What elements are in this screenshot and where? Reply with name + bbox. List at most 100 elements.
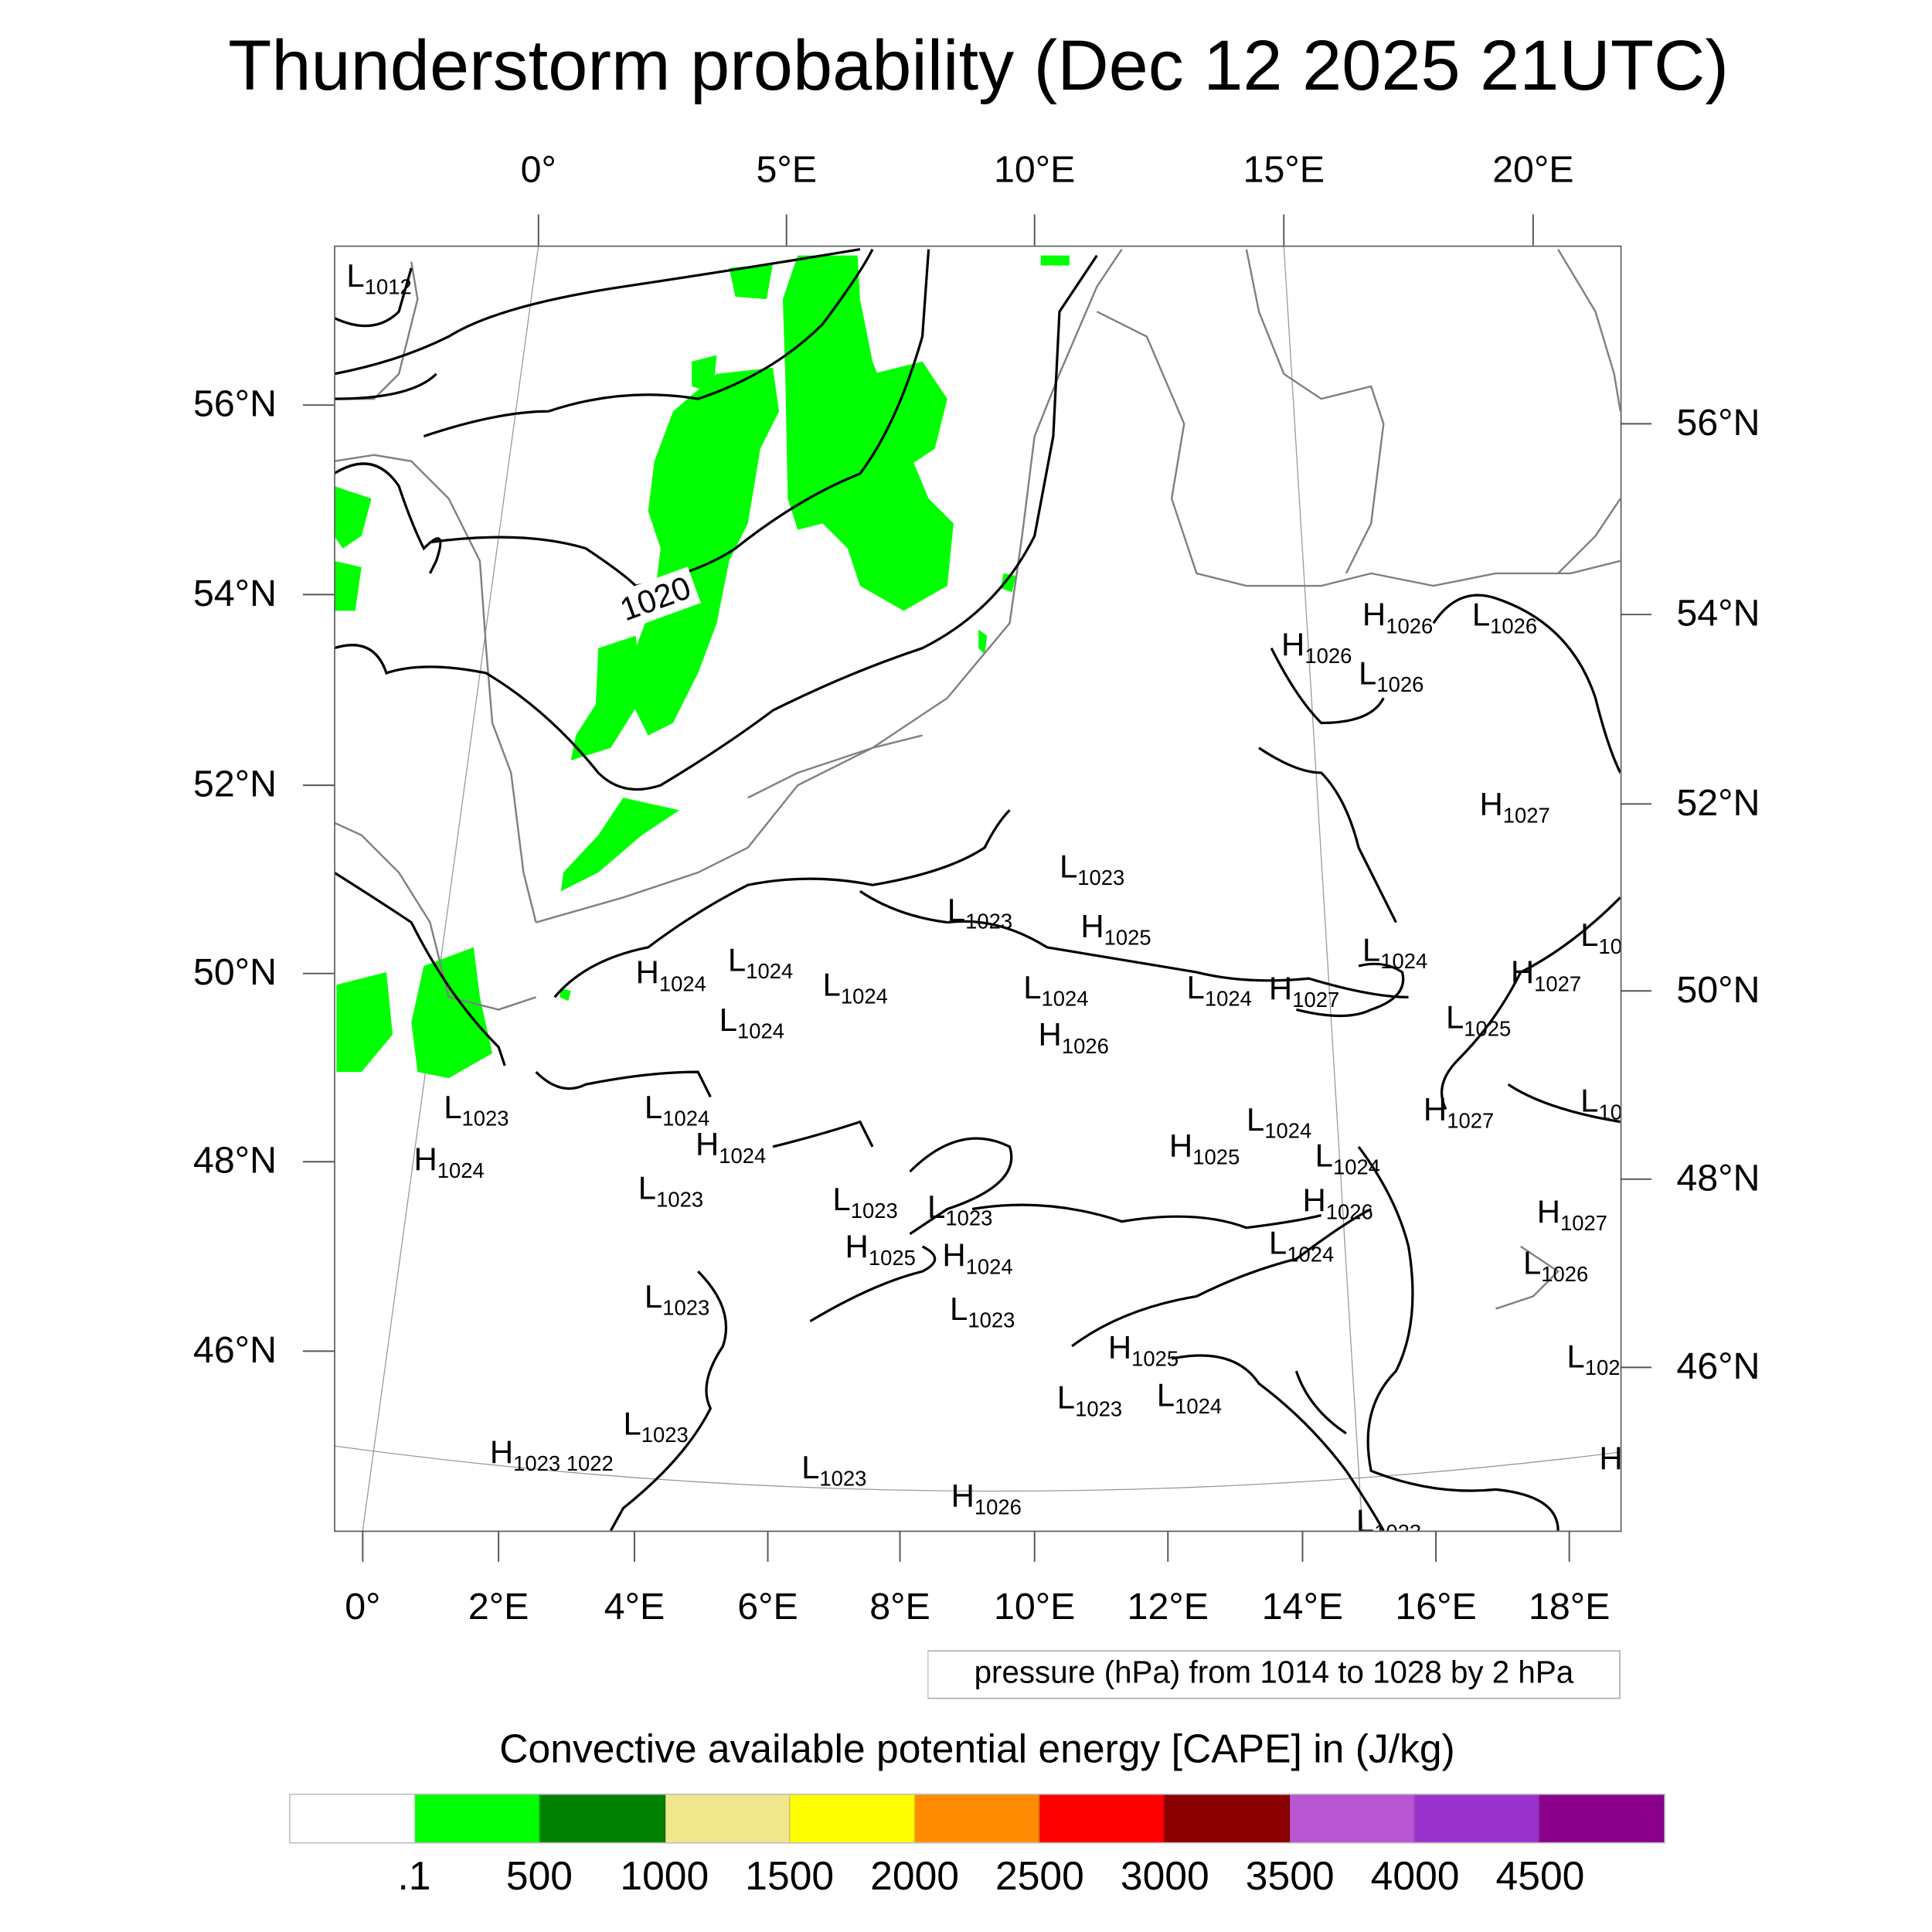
top-tick-label: 20°E — [1492, 149, 1574, 191]
high-pressure-center: H — [1599, 1442, 1620, 1487]
center-value: 10 — [1598, 1100, 1621, 1124]
left-tick-label: 46°N — [192, 1329, 277, 1372]
colorbar-label: 500 — [505, 1853, 573, 1899]
center-type: L — [444, 1088, 462, 1126]
center-type: L — [822, 965, 841, 1004]
low-pressure-center: L102 — [1566, 1340, 1620, 1385]
low-pressure-center: L1023 — [1057, 1381, 1122, 1426]
center-value: 1024 — [662, 1107, 710, 1131]
center-type: L — [832, 1180, 851, 1218]
center-value: 1024 — [965, 1255, 1013, 1279]
center-value: 1026 — [1490, 614, 1538, 638]
high-pressure-center: H1027 — [1480, 787, 1550, 832]
isobars — [334, 247, 1621, 1531]
center-value: 1023 — [1374, 1521, 1421, 1531]
center-value: 1024 — [1175, 1394, 1223, 1419]
center-value: 1024 — [658, 972, 706, 996]
high-pressure-center: H1026 — [1281, 628, 1352, 673]
center-value: 1025 — [1131, 1347, 1179, 1372]
colorbar-swatch — [539, 1794, 665, 1842]
pressure-legend: pressure (hPa) from 1014 to 1028 by 2 hP… — [927, 1650, 1621, 1699]
left-tick-label: 54°N — [192, 573, 277, 615]
center-type: L — [1362, 930, 1381, 969]
high-pressure-center: H1024 — [636, 956, 706, 1001]
center-type: L — [719, 1001, 737, 1039]
low-pressure-center: L1023 — [927, 1190, 992, 1235]
top-tick-label: 0° — [520, 149, 556, 191]
center-type: H — [1536, 1192, 1560, 1230]
center-value: 1025 — [868, 1246, 916, 1270]
graticule — [334, 245, 1621, 1531]
center-type: L — [1471, 595, 1491, 634]
center-value: 1026 — [1376, 672, 1424, 697]
center-type: H — [845, 1227, 869, 1266]
center-value: 1023 — [461, 1107, 509, 1131]
center-value: 1023 — [641, 1423, 689, 1447]
center-value: 1027 — [1534, 972, 1582, 996]
colorbar-swatch — [790, 1794, 915, 1842]
low-pressure-center: L1024 — [823, 968, 888, 1013]
center-value: 1026 — [1386, 614, 1434, 638]
center-value: 1027 — [1447, 1109, 1495, 1134]
center-type: L — [1580, 916, 1599, 954]
center-value: 1026 — [1541, 1262, 1589, 1287]
low-pressure-center: L1023 — [1060, 850, 1124, 895]
left-tick-label: 56°N — [192, 383, 277, 425]
colorbar-label: .1 — [397, 1853, 431, 1899]
colorbar-swatch — [1164, 1794, 1290, 1842]
bottom-tick-label: 0° — [345, 1587, 381, 1628]
center-type: H — [1479, 785, 1503, 823]
colorbar-swatch — [290, 1794, 416, 1842]
center-value: 1024 — [1041, 987, 1089, 1012]
center-type: H — [1362, 595, 1386, 634]
low-pressure-center: L1023 — [801, 1451, 866, 1495]
low-pressure-center: L1023 — [623, 1407, 688, 1452]
low-pressure-center: L1024 — [728, 944, 793, 988]
center-type: H — [489, 1433, 514, 1471]
colorbar-label: 1000 — [620, 1853, 709, 1899]
center-value: 1025 — [1464, 1017, 1512, 1041]
bottom-tick-label: 2°E — [468, 1587, 529, 1628]
low-pressure-center: L1024 — [645, 1090, 709, 1135]
center-value: 1025 — [1192, 1145, 1240, 1169]
high-pressure-center: H1027 — [1269, 972, 1339, 1017]
center-value: 1023 — [850, 1199, 898, 1223]
center-type: L — [950, 1290, 968, 1328]
colorbar-label: 3000 — [1120, 1853, 1209, 1899]
center-type: L — [1445, 998, 1464, 1036]
right-tick-label: 54°N — [1676, 593, 1760, 634]
colorbar-label: 4500 — [1495, 1853, 1585, 1899]
center-value: 1023 — [1075, 1397, 1123, 1421]
center-value: 1023 — [945, 1206, 993, 1230]
map-layers — [334, 245, 1621, 1531]
coastlines — [334, 248, 1621, 1310]
map-area: 1020 L1012 H1026 L1026 H1026 L1026 H1027 L1023… — [334, 245, 1621, 1531]
low-pressure-center: L1024 — [1186, 971, 1251, 1015]
bottom-tick-label: 10°E — [993, 1587, 1076, 1628]
center-type: L — [638, 1168, 657, 1207]
right-tick-label: 46°N — [1676, 1345, 1760, 1388]
center-type: L — [1186, 968, 1205, 1006]
colorbar — [289, 1793, 1665, 1844]
low-pressure-center: L1024 — [1269, 1226, 1334, 1271]
center-type: L — [801, 1448, 820, 1486]
bottom-tick-label: 12°E — [1127, 1587, 1209, 1628]
high-pressure-center: H1026 — [1302, 1184, 1372, 1229]
high-pressure-center: H1026 — [1039, 1019, 1109, 1063]
center-type: H — [635, 953, 659, 992]
center-type: L — [1156, 1376, 1175, 1414]
center-type: H — [942, 1236, 966, 1274]
center-type: L — [1056, 1378, 1076, 1417]
low-pressure-center: L1024 — [1362, 934, 1427, 978]
high-pressure-center: H1023 1022 — [490, 1436, 614, 1481]
center-value: 1026 — [1061, 1034, 1109, 1059]
center-type: H — [1281, 625, 1305, 664]
colorbar-swatch — [1539, 1794, 1665, 1842]
center-type: H — [1423, 1090, 1447, 1128]
center-type: L — [1580, 1081, 1599, 1120]
low-pressure-center: L1026 — [1472, 598, 1537, 643]
center-value: 1024 — [746, 959, 794, 984]
high-pressure-center: H1024 — [413, 1143, 484, 1188]
top-tick-label: 15°E — [1243, 149, 1325, 191]
center-value: 1025 — [1104, 926, 1151, 951]
